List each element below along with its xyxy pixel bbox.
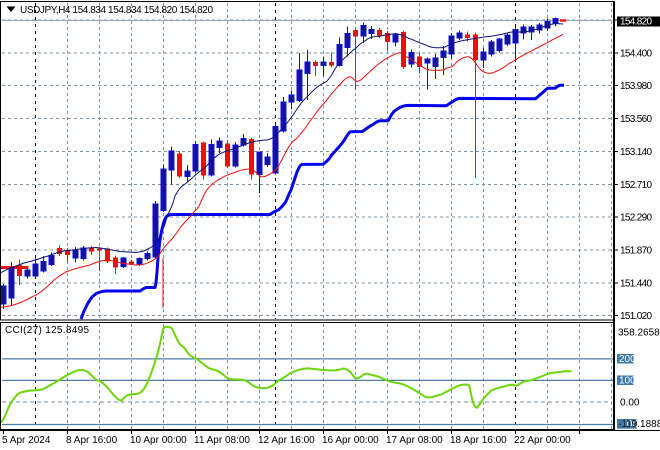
svg-text:358.2658: 358.2658 — [618, 328, 660, 339]
svg-text:153.980: 153.980 — [620, 81, 652, 92]
svg-text:-119.1888: -119.1888 — [618, 419, 660, 430]
svg-text:18 Apr 16:00: 18 Apr 16:00 — [450, 435, 507, 446]
svg-text:154.820: 154.820 — [620, 17, 652, 28]
svg-text:5 Apr 2024: 5 Apr 2024 — [2, 435, 51, 446]
svg-text:-100: -100 — [618, 419, 638, 430]
svg-text:10 Apr 00:00: 10 Apr 00:00 — [130, 435, 187, 446]
svg-text:0.00: 0.00 — [620, 398, 640, 409]
svg-text:151.440: 151.440 — [620, 278, 652, 289]
svg-text:22 Apr 00:00: 22 Apr 00:00 — [514, 435, 571, 446]
svg-text:152.290: 152.290 — [620, 213, 652, 224]
svg-text:152.710: 152.710 — [620, 180, 652, 191]
svg-text:CCI(27) 125.8495: CCI(27) 125.8495 — [5, 325, 89, 336]
svg-text:100: 100 — [619, 376, 636, 387]
svg-text:USDJPY,H4 154.834 154.834 154: USDJPY,H4 154.834 154.834 154.820 154.82… — [20, 5, 213, 16]
svg-text:16 Apr 00:00: 16 Apr 00:00 — [322, 435, 379, 446]
svg-text:154.400: 154.400 — [620, 48, 652, 59]
svg-text:153.140: 153.140 — [620, 147, 652, 158]
svg-text:151.020: 151.020 — [620, 311, 652, 322]
svg-text:11 Apr 08:00: 11 Apr 08:00 — [194, 435, 250, 446]
svg-text:151.870: 151.870 — [620, 246, 652, 257]
svg-text:8 Apr 16:00: 8 Apr 16:00 — [66, 435, 118, 446]
svg-text:17 Apr 08:00: 17 Apr 08:00 — [386, 435, 443, 446]
svg-text:153.560: 153.560 — [620, 114, 652, 125]
svg-text:200: 200 — [619, 354, 636, 365]
svg-text:12 Apr 16:00: 12 Apr 16:00 — [258, 435, 315, 446]
